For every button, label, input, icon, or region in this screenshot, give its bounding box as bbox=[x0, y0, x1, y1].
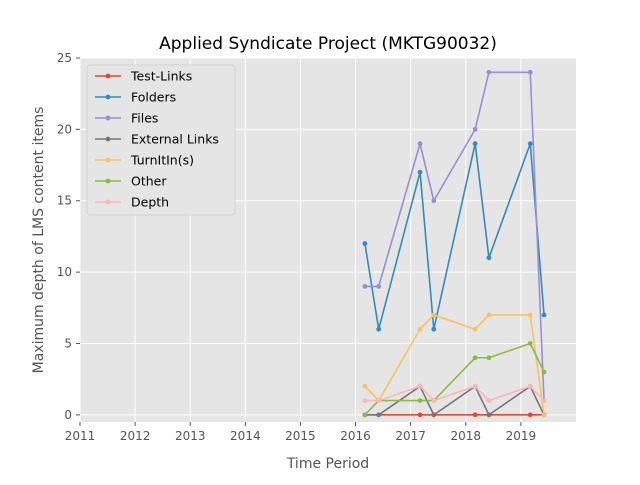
data-point-turnitin-s bbox=[527, 312, 533, 318]
series-line-other bbox=[364, 342, 545, 416]
data-point-other bbox=[527, 341, 533, 346]
data-point-other bbox=[486, 355, 492, 361]
legend-label: TurnItIn(s) bbox=[130, 153, 194, 168]
data-point-other bbox=[541, 369, 547, 375]
series-folders bbox=[362, 141, 547, 332]
legend-swatch-marker bbox=[105, 136, 111, 142]
data-point-files bbox=[527, 69, 533, 75]
data-point-external-links bbox=[486, 412, 492, 418]
series-depth bbox=[362, 383, 547, 403]
data-point-folders bbox=[486, 255, 492, 261]
data-point-folders bbox=[376, 326, 382, 332]
legend-label: Folders bbox=[131, 90, 176, 105]
series-turnitin-s bbox=[362, 312, 547, 418]
y-tick-label: 25 bbox=[57, 51, 72, 65]
data-point-folders bbox=[541, 312, 547, 318]
series-other bbox=[362, 341, 547, 418]
data-point-depth bbox=[417, 383, 423, 389]
data-point-depth bbox=[376, 398, 382, 403]
x-tick-label: 2016 bbox=[340, 429, 371, 443]
series-lines bbox=[362, 69, 547, 418]
x-tick-label: 2011 bbox=[65, 429, 96, 443]
legend-entry-files: Files bbox=[95, 111, 158, 126]
chart-title: Applied Syndicate Project (MKTG90032) bbox=[159, 34, 497, 54]
data-point-folders bbox=[431, 326, 437, 332]
data-point-turnitin-s bbox=[472, 326, 478, 332]
legend-swatch-marker bbox=[105, 157, 111, 163]
data-point-turnitin-s bbox=[541, 412, 547, 418]
legend-label: Files bbox=[131, 111, 158, 126]
data-point-folders bbox=[527, 141, 533, 147]
data-point-folders bbox=[472, 141, 478, 147]
series-line-files bbox=[364, 71, 545, 401]
legend-entry-folders: Folders bbox=[95, 90, 176, 105]
data-point-test-links bbox=[417, 412, 423, 418]
legend-label: External Links bbox=[131, 132, 219, 147]
data-point-depth bbox=[486, 398, 492, 403]
legend-entry-external-links: External Links bbox=[95, 132, 219, 147]
legend-swatch-marker bbox=[105, 199, 111, 205]
legend-entry-turnitin-s: TurnItIn(s) bbox=[95, 153, 194, 168]
legend-swatch-marker bbox=[105, 94, 111, 100]
series-line-external-links bbox=[364, 385, 545, 416]
y-axis-title: Maximum depth of LMS content items bbox=[31, 107, 47, 374]
legend-entry-test-links: Test-Links bbox=[95, 69, 192, 84]
y-tick-label: 5 bbox=[64, 336, 72, 350]
data-point-turnitin-s bbox=[431, 312, 437, 318]
x-tick-label: 2017 bbox=[395, 429, 426, 443]
tick-labels: 2011 2012 2013 2014 2015 2016 2017 2018 20190510… bbox=[57, 51, 536, 443]
data-point-files bbox=[417, 141, 423, 147]
data-point-turnitin-s bbox=[362, 383, 368, 389]
series-line-turnitin-s bbox=[364, 314, 545, 415]
legend-swatch-marker bbox=[105, 73, 111, 79]
data-point-turnitin-s bbox=[417, 326, 423, 332]
x-tick-label: 2015 bbox=[285, 429, 316, 443]
legend-swatch-marker bbox=[105, 115, 111, 121]
y-tick-label: 10 bbox=[57, 265, 72, 279]
data-point-files bbox=[362, 283, 368, 289]
legend: Test-Links Folders Files External Links Turn… bbox=[86, 64, 236, 216]
legend-label: Test-Links bbox=[130, 69, 192, 84]
data-point-external-links bbox=[431, 412, 437, 418]
y-tick-label: 15 bbox=[57, 194, 72, 208]
series-line-folders bbox=[364, 142, 545, 331]
data-point-depth bbox=[527, 383, 533, 389]
data-point-turnitin-s bbox=[486, 312, 492, 318]
series-line-depth bbox=[364, 385, 545, 402]
data-point-folders bbox=[362, 241, 368, 246]
legend-box bbox=[86, 64, 236, 216]
data-point-files bbox=[431, 198, 437, 204]
data-point-folders bbox=[417, 169, 423, 175]
x-tick-label: 2013 bbox=[175, 429, 206, 443]
data-point-other bbox=[472, 355, 478, 361]
x-tick-label: 2019 bbox=[506, 429, 537, 443]
data-point-depth bbox=[362, 398, 368, 403]
legend-entry-other: Other bbox=[95, 174, 167, 189]
data-point-files bbox=[376, 283, 382, 289]
x-tick-label: 2014 bbox=[230, 429, 261, 443]
x-axis-title: Time Period bbox=[286, 456, 369, 472]
legend-label: Depth bbox=[131, 195, 169, 210]
data-point-other bbox=[417, 398, 423, 403]
x-tick-label: 2012 bbox=[120, 429, 151, 443]
y-tick-label: 20 bbox=[57, 122, 72, 136]
data-point-test-links bbox=[527, 412, 533, 418]
data-point-files bbox=[472, 126, 478, 132]
legend-entry-depth: Depth bbox=[95, 195, 169, 210]
x-tick-label: 2018 bbox=[451, 429, 482, 443]
data-point-external-links bbox=[376, 412, 382, 418]
legend-label: Other bbox=[131, 174, 167, 189]
legend-swatch-marker bbox=[105, 178, 111, 184]
data-point-depth bbox=[472, 383, 478, 389]
y-tick-label: 0 bbox=[64, 408, 72, 422]
data-point-depth bbox=[541, 398, 547, 403]
data-point-files bbox=[486, 69, 492, 75]
data-point-other bbox=[362, 412, 368, 418]
data-point-test-links bbox=[472, 412, 478, 418]
data-point-depth bbox=[431, 398, 437, 403]
